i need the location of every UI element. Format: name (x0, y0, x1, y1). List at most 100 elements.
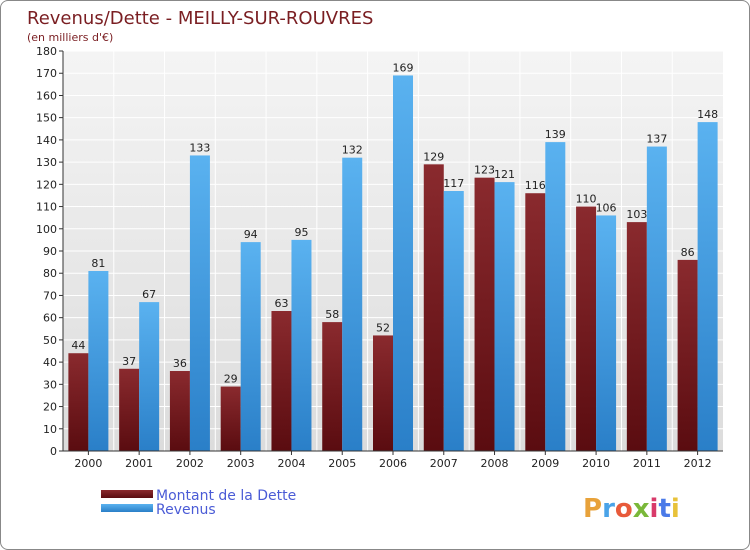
y-tick-label: 110 (36, 201, 57, 214)
x-tick-label: 2006 (379, 457, 407, 470)
y-tick-label: 40 (43, 356, 57, 369)
legend-swatch-revenus (101, 504, 153, 512)
bar-revenus (697, 122, 718, 451)
bar-revenus (596, 215, 617, 451)
bar-dette (576, 206, 597, 451)
axis-layer: 0 10 20 30 40 50 60 70 80 90 100 110 120 130 140 150 160… (36, 45, 723, 470)
data-label-dette: 129 (423, 150, 444, 163)
data-label-dette: 116 (525, 179, 546, 192)
y-tick-label: 170 (36, 67, 57, 80)
data-label-dette: 29 (224, 373, 238, 386)
data-label-dette: 110 (576, 193, 597, 206)
bar-dette (525, 193, 546, 451)
data-label-revenus: 132 (342, 144, 363, 157)
data-label-revenus: 94 (244, 228, 258, 241)
bar-dette (169, 371, 190, 451)
brand-letter: r (602, 494, 615, 524)
data-label-revenus: 137 (646, 133, 667, 146)
bar-dette (119, 368, 140, 451)
y-tick-label: 30 (43, 378, 57, 391)
x-tick-label: 2001 (125, 457, 153, 470)
data-label-dette: 103 (626, 208, 647, 221)
bar-dette (271, 311, 292, 451)
data-label-revenus: 133 (189, 141, 210, 154)
bar-revenus (88, 271, 109, 451)
bar-revenus (189, 155, 210, 451)
data-label-revenus: 95 (294, 226, 308, 239)
x-tick-label: 2008 (481, 457, 509, 470)
data-label-revenus: 139 (545, 128, 566, 141)
data-label-revenus: 117 (443, 177, 464, 190)
brand-letter: P (583, 494, 602, 524)
y-tick-label: 180 (36, 45, 57, 58)
bar-dette (626, 222, 647, 451)
data-label-revenus: 169 (393, 61, 414, 74)
brand-letter: i (671, 494, 680, 524)
bar-revenus (342, 157, 363, 451)
data-label-dette: 52 (376, 321, 390, 334)
y-tick-label: 120 (36, 178, 57, 191)
bar-revenus (240, 242, 261, 451)
proxiti-logo: Proxiti (583, 494, 680, 524)
bar-dette (474, 177, 495, 451)
y-tick-label: 150 (36, 112, 57, 125)
bars-layer: 44 81 37 67 36 133 29 94 63 95 58 132 52 169 129 117 123… (68, 61, 718, 452)
y-tick-label: 50 (43, 334, 57, 347)
bar-dette (423, 164, 444, 452)
data-label-dette: 44 (71, 339, 85, 352)
bar-dette (322, 322, 343, 451)
y-tick-label: 10 (43, 423, 57, 436)
legend-label-revenus: Revenus (156, 502, 216, 518)
brand-letter: t (658, 494, 670, 524)
data-label-revenus: 148 (697, 108, 718, 121)
brand-letter: i (650, 494, 659, 524)
y-tick-label: 100 (36, 223, 57, 236)
data-label-dette: 123 (474, 164, 495, 177)
data-label-dette: 63 (274, 297, 288, 310)
x-tick-label: 2010 (582, 457, 610, 470)
y-tick-label: 60 (43, 312, 57, 325)
chart-title: Revenus/Dette - MEILLY-SUR-ROUVRES (27, 8, 373, 29)
data-label-revenus: 67 (142, 288, 156, 301)
data-label-dette: 36 (173, 357, 187, 370)
x-tick-label: 2009 (531, 457, 559, 470)
bar-revenus (646, 146, 667, 452)
data-label-revenus: 121 (494, 168, 515, 181)
brand-letter: x (633, 494, 650, 524)
y-tick-label: 160 (36, 89, 57, 102)
bar-revenus (139, 302, 160, 451)
brand-letter: o (615, 494, 633, 524)
bar-revenus (291, 239, 312, 451)
y-tick-label: 90 (43, 245, 57, 258)
y-tick-label: 0 (50, 445, 57, 458)
y-tick-label: 140 (36, 134, 57, 147)
bar-revenus (494, 182, 515, 451)
x-tick-label: 2012 (684, 457, 712, 470)
y-tick-label: 70 (43, 289, 57, 302)
y-tick-label: 130 (36, 156, 57, 169)
x-tick-label: 2002 (176, 457, 204, 470)
legend-label-dette: Montant de la Dette (156, 488, 296, 504)
data-label-revenus: 106 (596, 201, 617, 214)
data-label-revenus: 81 (91, 257, 105, 270)
bar-revenus (545, 142, 566, 451)
x-tick-label: 2000 (74, 457, 102, 470)
legend: Montant de la Dette Revenus (101, 488, 296, 518)
x-tick-label: 2003 (227, 457, 255, 470)
y-tick-label: 20 (43, 401, 57, 414)
data-label-dette: 86 (681, 246, 695, 259)
y-tick-label: 80 (43, 267, 57, 280)
legend-swatch-dette (101, 490, 153, 498)
bar-dette (220, 386, 241, 451)
x-tick-label: 2005 (328, 457, 356, 470)
bar-dette (677, 259, 698, 451)
bar-revenus (443, 191, 464, 451)
data-label-dette: 37 (122, 355, 136, 368)
chart-subtitle: (en milliers d'€) (27, 31, 113, 44)
bar-dette (373, 335, 393, 451)
data-label-dette: 58 (325, 308, 339, 321)
bar-revenus (393, 75, 413, 451)
x-tick-label: 2011 (633, 457, 661, 470)
